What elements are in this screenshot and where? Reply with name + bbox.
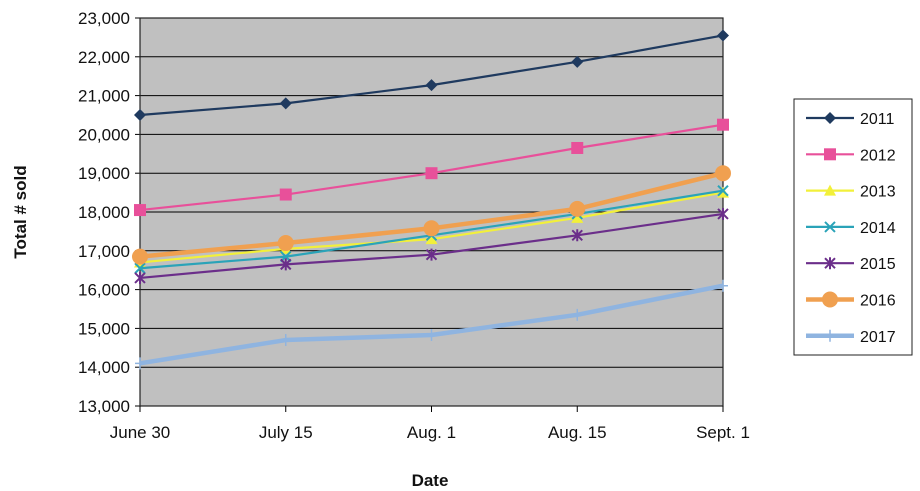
legend-marker-2013 xyxy=(824,184,836,196)
x-tick-label: Sept. 1 xyxy=(696,423,750,442)
data-point-2012 xyxy=(425,167,438,180)
y-tick-label: 23,000 xyxy=(78,9,130,28)
series-2016 xyxy=(132,165,731,265)
data-point-2012 xyxy=(134,204,146,217)
data-point-2017 xyxy=(280,334,291,347)
data-point-2015 xyxy=(717,207,729,220)
data-point-2014 xyxy=(134,262,146,274)
data-point-2011 xyxy=(279,97,292,110)
data-point-2011 xyxy=(717,29,729,42)
x-tick-label: Aug. 1 xyxy=(407,423,456,442)
x-axis-title: Date xyxy=(412,471,449,490)
data-point-2012 xyxy=(279,188,292,201)
data-point-2016 xyxy=(277,235,294,252)
data-point-2013 xyxy=(425,233,438,245)
y-axis-title: Total # sold xyxy=(11,165,30,258)
data-point-2016 xyxy=(423,220,440,237)
data-point-2013 xyxy=(571,211,584,223)
x-tick-label: Aug. 15 xyxy=(548,423,607,442)
data-point-2011 xyxy=(571,55,584,68)
data-point-2016 xyxy=(715,165,731,182)
data-point-2011 xyxy=(425,79,438,92)
legend-label-2014: 2014 xyxy=(860,220,896,237)
data-point-2017 xyxy=(572,308,583,321)
y-tick-label: 16,000 xyxy=(78,281,130,300)
x-tick-label: July 15 xyxy=(259,423,313,442)
data-point-2017 xyxy=(135,357,145,370)
data-point-2016 xyxy=(132,248,148,265)
legend-label-2013: 2013 xyxy=(860,184,896,201)
data-point-2015 xyxy=(280,258,292,271)
data-point-2017 xyxy=(718,279,728,292)
legend-label-2011: 2011 xyxy=(860,111,895,128)
y-tick-label: 13,000 xyxy=(78,397,130,416)
y-tick-label: 19,000 xyxy=(78,164,130,183)
legend-marker-2012 xyxy=(824,148,836,161)
legend-marker-2016 xyxy=(822,291,838,308)
data-point-2016 xyxy=(569,200,586,217)
legend-marker-2015 xyxy=(824,257,836,270)
data-point-2012 xyxy=(717,118,729,131)
legend-label-2017: 2017 xyxy=(860,329,896,346)
series-2011 xyxy=(134,29,729,121)
y-tick-label: 14,000 xyxy=(78,358,130,377)
legend-label-2015: 2015 xyxy=(860,256,896,273)
axis-ticks: 13,000 14,000 15,000 16,000 17,000 18,000 19,0… xyxy=(78,9,750,442)
legend-marker-2017 xyxy=(825,329,835,342)
data-point-2015 xyxy=(134,271,146,284)
data-point-2015 xyxy=(425,248,438,261)
x-tick-label: June 30 xyxy=(110,423,171,442)
legend-marker-2014 xyxy=(824,221,836,233)
plot-area xyxy=(132,17,731,412)
data-point-2015 xyxy=(571,229,583,242)
series-2015 xyxy=(134,207,729,284)
data-point-2012 xyxy=(571,141,584,154)
series-2017 xyxy=(135,279,728,370)
data-point-2017 xyxy=(426,328,437,341)
y-tick-label: 17,000 xyxy=(78,242,130,261)
y-tick-label: 18,000 xyxy=(78,203,130,222)
data-point-2011 xyxy=(134,109,146,121)
data-point-2014 xyxy=(717,184,729,197)
series-2012 xyxy=(134,118,729,217)
y-tick-label: 21,000 xyxy=(78,87,130,106)
legend: 2011 2012 2013 2014 2015 2016 2017 xyxy=(793,98,913,356)
legend-label-2012: 2012 xyxy=(860,147,896,164)
y-tick-label: 15,000 xyxy=(78,319,130,338)
y-tick-label: 20,000 xyxy=(78,125,130,144)
legend-marker-2011 xyxy=(824,112,836,124)
legend-label-2016: 2016 xyxy=(860,293,896,310)
y-tick-label: 22,000 xyxy=(78,48,130,67)
